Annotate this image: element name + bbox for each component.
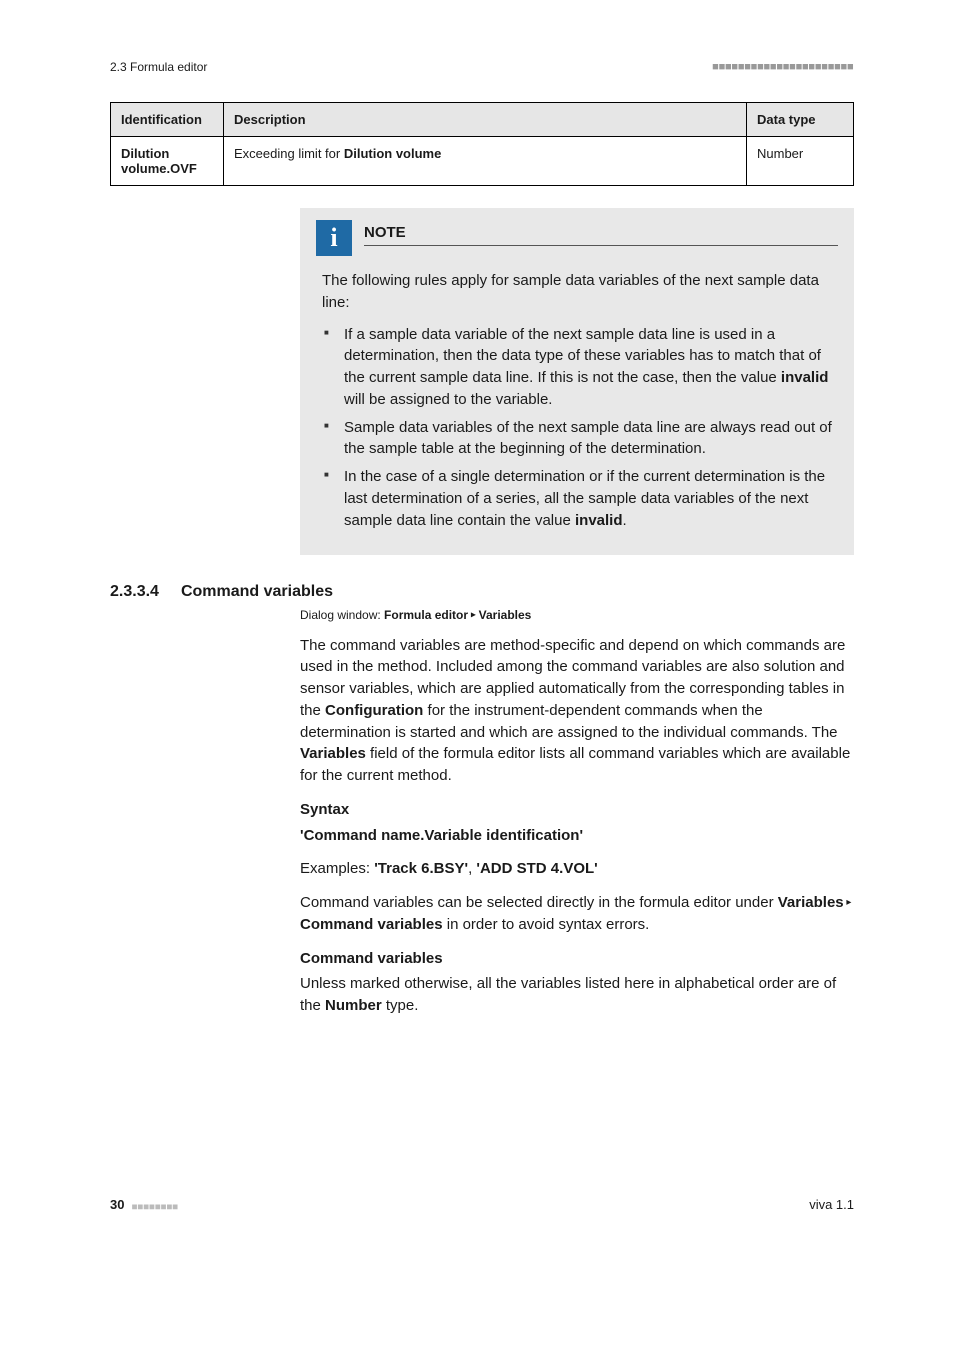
syntax-heading: Syntax [300,799,854,821]
paragraph: Unless marked otherwise, all the variabl… [300,973,854,1017]
cell-dt: Number [747,137,854,186]
footer-right: viva 1.1 [809,1197,854,1212]
paragraph: The command variables are method-specifi… [300,635,854,787]
th-description: Description [224,103,747,137]
note-bullet: Sample data variables of the next sample… [322,417,832,461]
header-decor: ■■■■■■■■■■■■■■■■■■■■■■ [713,62,854,72]
footer-left: 30 ■■■■■■■■ [110,1197,179,1212]
variables-table: Identification Description Data type Dil… [110,102,854,186]
info-icon: i [316,220,352,256]
cell-id: Dilution volume.OVF [111,137,224,186]
paragraph: Command variables can be selected direct… [300,892,854,936]
th-datatype: Data type [747,103,854,137]
header-section: 2.3 Formula editor [110,60,207,74]
th-identification: Identification [111,103,224,137]
section-heading: 2.3.3.4 Command variables [110,583,854,601]
note-bullet: In the case of a single determination or… [322,466,832,531]
page-footer: 30 ■■■■■■■■ viva 1.1 [110,1197,854,1212]
cv-heading: Command variables [300,948,854,970]
note-bullet: If a sample data variable of the next sa… [322,324,832,411]
examples-line: Examples: 'Track 6.BSY', 'ADD STD 4.VOL' [300,858,854,880]
section-number: 2.3.3.4 [110,583,159,601]
note-block: i NOTE The following rules apply for sam… [300,208,854,555]
dialog-path: Dialog window: Formula editor ▸ Variable… [300,607,854,624]
cell-desc: Exceeding limit for Dilution volume [224,137,747,186]
note-body: The following rules apply for sample dat… [300,256,854,531]
section-title: Command variables [181,583,333,601]
syntax-line: 'Command name.Variable identification' [300,825,854,847]
table-row: Dilution volume.OVF Exceeding limit for … [111,137,854,186]
note-intro: The following rules apply for sample dat… [322,270,832,314]
page-header: 2.3 Formula editor ■■■■■■■■■■■■■■■■■■■■■… [110,60,854,74]
note-title: NOTE [364,224,406,241]
